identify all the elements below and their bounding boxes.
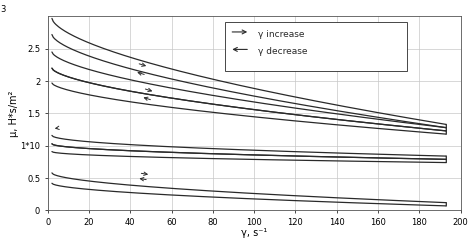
Bar [225,22,407,71]
Text: γ increase: γ increase [258,30,305,39]
Text: 3: 3 [0,6,6,14]
Text: γ decrease: γ decrease [258,48,308,56]
X-axis label: γ, s⁻¹: γ, s⁻¹ [241,228,267,238]
Y-axis label: μ, H*s/m²: μ, H*s/m² [9,90,19,137]
